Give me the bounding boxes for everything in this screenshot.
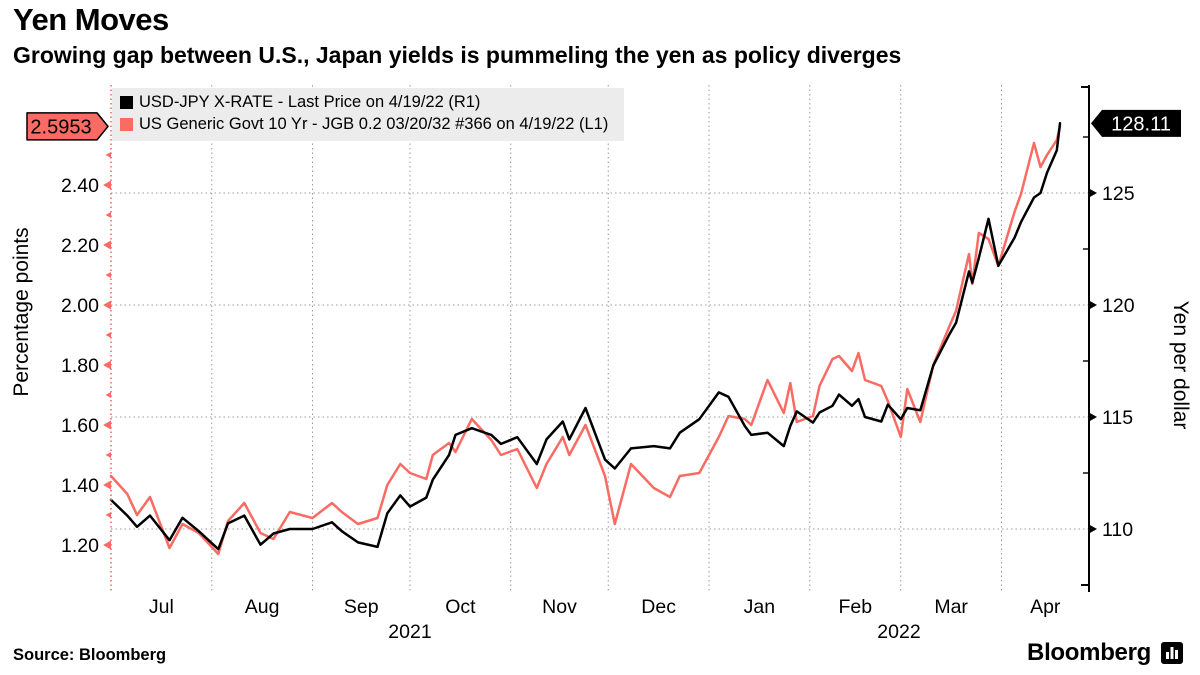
- left-axis-tick-label: 1.40: [61, 475, 99, 497]
- left-axis-title: Percentage points: [10, 227, 33, 396]
- chart-title: Yen Moves: [13, 2, 169, 37]
- month-label: Apr: [1030, 596, 1061, 618]
- year-label: 2021: [388, 621, 431, 643]
- right-axis-tick-icon: [1089, 300, 1097, 310]
- legend-label-usdjpy: USD-JPY X-RATE - Last Price on 4/19/22 (…: [139, 93, 481, 111]
- month-label: Aug: [245, 596, 280, 618]
- year-label: 2022: [877, 621, 920, 643]
- right-axis-tick-icon: [1089, 524, 1097, 534]
- right-axis-tick-label: 120: [1102, 295, 1135, 317]
- legend-item-usdjpy: USD-JPY X-RATE - Last Price on 4/19/22 (…: [120, 92, 608, 113]
- spread-line: [109, 125, 1062, 556]
- left-axis-tick-label: 1.60: [61, 415, 99, 437]
- month-label: Mar: [934, 596, 968, 618]
- month-label: Dec: [641, 596, 676, 618]
- left-axis-tick-label: 2.00: [61, 295, 99, 317]
- month-label: Jan: [744, 596, 775, 618]
- left-axis-tick-label: 1.20: [61, 535, 99, 557]
- legend-swatch-red-icon: [120, 118, 133, 131]
- month-label: Jul: [149, 596, 174, 618]
- left-axis-minor-tick-icon: [105, 452, 111, 458]
- bloomberg-wordmark: Bloomberg: [1027, 639, 1151, 666]
- left-axis-minor-tick-icon: [105, 512, 111, 518]
- left-axis-tick-label: 1.80: [61, 355, 99, 377]
- right-last-value-badge: [1091, 109, 1181, 137]
- right-axis-tick-label: 115: [1102, 407, 1133, 429]
- legend: USD-JPY X-RATE - Last Price on 4/19/22 (…: [112, 88, 625, 141]
- left-last-value-badge: [26, 112, 109, 141]
- left-axis-minor-tick-icon: [105, 332, 111, 338]
- right-axis-tick-icon: [1089, 188, 1097, 198]
- left-axis-tick-icon: [103, 180, 111, 190]
- left-axis-tick-icon: [103, 360, 111, 370]
- bloomberg-logo: Bloomberg: [1027, 639, 1184, 667]
- month-label: Feb: [838, 596, 872, 618]
- legend-item-spread: US Generic Govt 10 Yr - JGB 0.2 03/20/32…: [120, 114, 608, 135]
- legend-swatch-black-icon: [120, 96, 133, 109]
- left-axis-tick-icon: [103, 240, 111, 250]
- left-axis-minor-tick-icon: [105, 152, 111, 158]
- right-axis-title: Yen per dollar: [1169, 301, 1192, 430]
- right-axis-tick-label: 110: [1102, 519, 1133, 541]
- right-axis-tick-icon: [1089, 412, 1097, 422]
- month-label: Nov: [542, 596, 577, 618]
- left-axis-tick-label: 2.20: [61, 235, 99, 257]
- left-axis-tick-icon: [103, 540, 111, 550]
- left-axis-minor-tick-icon: [105, 392, 111, 398]
- left-axis-tick-icon: [103, 420, 111, 430]
- source-attribution: Source: Bloomberg: [13, 646, 167, 664]
- right-last-value-text: 128.11: [1111, 113, 1171, 135]
- left-axis-tick-icon: [103, 480, 111, 490]
- right-axis-tick-label: 125: [1102, 183, 1135, 205]
- chart-subtitle: Growing gap between U.S., Japan yields i…: [13, 42, 902, 68]
- month-label: Sep: [344, 596, 379, 618]
- left-last-value-text: 2.5953: [30, 116, 91, 138]
- left-axis-minor-tick-icon: [105, 272, 111, 278]
- usdjpy-line: [109, 122, 1062, 551]
- month-label: Oct: [445, 596, 476, 618]
- left-axis-tick-label: 2.40: [61, 175, 99, 197]
- legend-label-spread: US Generic Govt 10 Yr - JGB 0.2 03/20/32…: [139, 115, 609, 133]
- bar-chart-badge-icon: [1161, 642, 1183, 664]
- left-axis-tick-icon: [103, 300, 111, 310]
- left-axis-minor-tick-icon: [105, 212, 111, 218]
